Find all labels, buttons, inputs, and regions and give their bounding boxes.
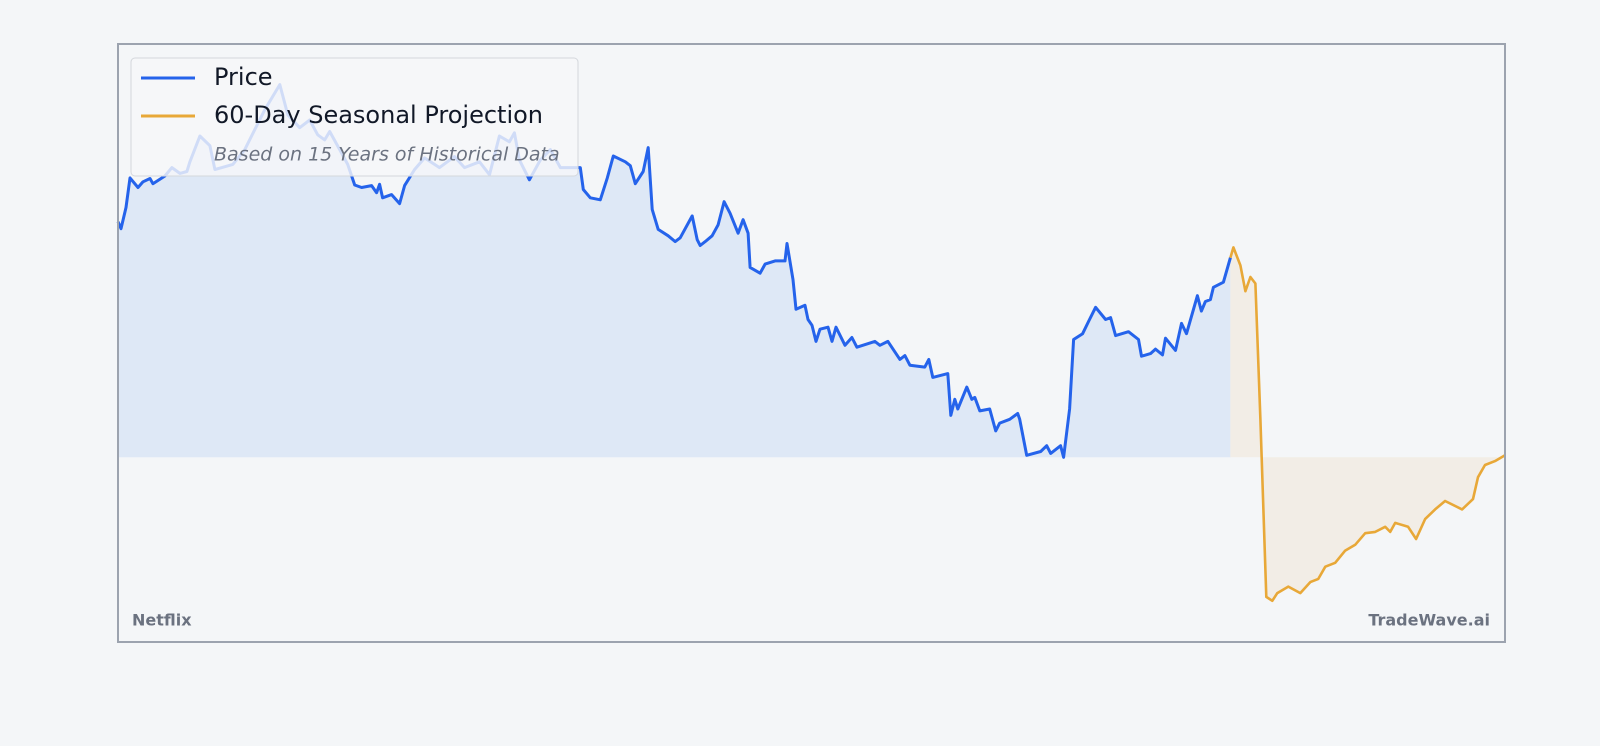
- legend-note: Based on 15 Years of Historical Data: [214, 144, 560, 166]
- legend-label: 60-Day Seasonal Projection: [214, 101, 543, 129]
- line: [1229, 246, 1506, 603]
- brand-right: TradeWave.ai: [1368, 611, 1490, 630]
- area: [118, 84, 1231, 458]
- legend-box: [130, 57, 579, 177]
- brand-left: Netflix: [132, 611, 192, 630]
- plot-frame: [117, 43, 1506, 643]
- area: [1230, 247, 1505, 601]
- legend: Based on 15 Years of Historical Data Pri…: [130, 57, 579, 177]
- fills: [118, 84, 1505, 601]
- legend-label: Price: [214, 63, 273, 91]
